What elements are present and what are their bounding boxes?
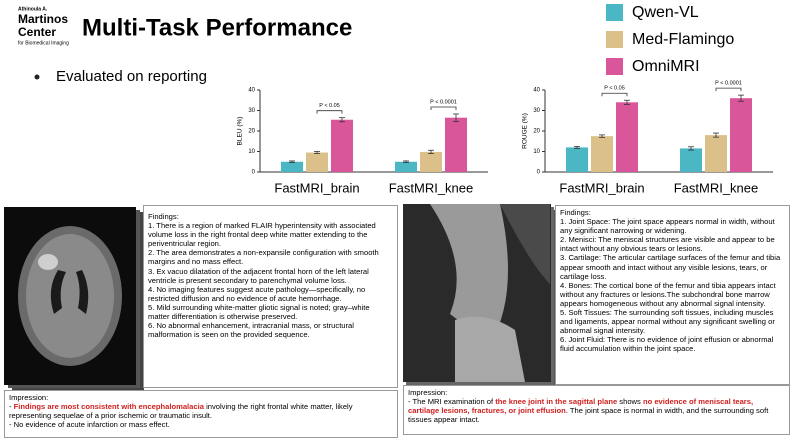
significance-bracket [316,110,343,114]
y-tick-label: 30 [248,108,255,114]
significance-label: P < 0.0001 [715,81,742,87]
impression-text: shows [617,397,643,407]
legend-swatch [606,31,623,48]
finding-text: 5. Mild surrounding white-matter gliotic… [148,302,370,322]
error-bar [314,151,320,154]
x-tick-label: FastMRI_knee [389,180,474,195]
x-tick-label: FastMRI_brain [274,180,359,195]
y-tick-label: 0 [252,170,256,176]
finding-text: 4. No imaging features suggest acute pat… [148,284,366,303]
error-bar [599,134,605,138]
impression-line: - No evidence of acute infarction or mas… [9,420,393,429]
y-tick-label: 10 [533,149,540,155]
error-bar [574,145,580,149]
finding-text: 1. Joint Space: The joint space appears … [560,217,775,236]
impression-text: Findings are most consistent with enceph… [13,402,204,412]
significance-label: P < 0.05 [319,103,340,109]
error-bar [289,160,295,163]
finding-text: 6. No abnormal enhancement, intracranial… [148,321,354,340]
finding-text: 3. Cartilage: The articular cartilage su… [560,253,781,281]
y-tick-label: 40 [533,88,540,94]
bar [331,119,353,172]
significance-bracket [601,92,628,97]
impression-text: - The MRI examination of [408,397,496,407]
error-bar [688,146,694,151]
y-tick-label: 40 [248,88,255,94]
bar [306,152,328,172]
legend-swatch [606,58,623,75]
finding-text: 6. Joint Fluid: There is no evidence of … [560,335,774,354]
impression-text: the knee joint in the sagittal plane [495,397,618,407]
significance-label: P < 0.05 [604,86,625,92]
x-tick-label: FastMRI_brain [559,180,644,195]
impression-text: - No evidence of acute infarction or mas… [9,420,170,430]
error-bar [738,94,744,102]
y-axis-label: BLEU (%) [237,117,244,146]
impression-text: - [9,402,14,412]
bar [395,161,417,172]
logo-line: for Biomedical Imaging [18,40,69,46]
legend-label: Med-Flamingo [632,31,734,48]
y-tick-label: 30 [533,108,540,114]
finding-text: 5. Soft Tissues: The surrounding soft ti… [560,308,775,336]
legend-label: OmniMRI [632,58,700,75]
logo-line: Center [18,25,56,39]
y-tick-label: 0 [537,170,541,176]
slide-title: Multi-Task Performance [82,14,352,41]
impression-line: - The MRI examination of the knee joint … [408,397,785,424]
logo-line: Athinoula A. [18,6,48,12]
finding-text: 2. The area demonstrates a non-expansile… [148,248,379,267]
bar [730,98,752,172]
error-bar [624,99,630,105]
y-tick-label: 20 [533,129,540,135]
bar [616,102,638,172]
bar [420,151,442,172]
error-bar [339,117,345,123]
finding-text: 3. Ex vacuo dilatation of the adjacent f… [148,266,369,285]
significance-label: P < 0.0001 [430,99,457,105]
error-bar [428,149,434,154]
brain-image [4,207,144,390]
findings-box: Findings: 1. Joint Space: The joint space… [555,205,790,385]
significance-bracket [430,106,457,110]
impression-line: - Findings are most consistent with ence… [9,402,393,420]
bar [566,147,588,172]
bar [591,136,613,172]
findings-box: Findings: 1. There is a region of marked … [143,205,398,388]
y-axis-label: ROUGE (%) [522,113,529,149]
finding-text: 2. Menisci: The meniscal structures are … [560,235,775,254]
bullet-text: Evaluated on reporting [56,68,207,85]
impression-title: Impression: [408,388,448,397]
legend-label: Qwen-VL [632,4,699,21]
finding-text: 4. Bones: The cortical bone of the femur… [560,280,776,308]
impression-text: involving the right frontal white matter… [9,402,353,421]
impression-text: . The joint space is normal in width, an… [408,406,769,425]
x-tick-label: FastMRI_knee [674,180,759,195]
bar [445,117,467,172]
y-tick-label: 20 [248,129,255,135]
significance-bracket [715,87,742,92]
error-bar [453,113,459,122]
finding-text: 1. There is a region of marked FLAIR hyp… [148,221,376,249]
error-bar [403,160,409,163]
bar [705,135,727,172]
impression-box: Impression: - Findings are most consisten… [4,390,398,438]
y-tick-label: 10 [248,149,255,155]
logo-line: Martinos [18,12,68,26]
impression-box: Impression: - The MRI examination of the … [403,385,790,435]
impression-text: no evidence of meniscal tears, cartilage… [408,397,754,416]
bar [281,161,303,172]
knee-image [403,204,557,388]
impression-title: Impression: [9,393,49,402]
finding-text: Findings: [148,212,179,221]
bar [680,148,702,172]
legend-swatch [606,4,623,21]
finding-text: Findings: [560,208,591,217]
bullet-dot [34,74,40,80]
error-bar [713,132,719,138]
